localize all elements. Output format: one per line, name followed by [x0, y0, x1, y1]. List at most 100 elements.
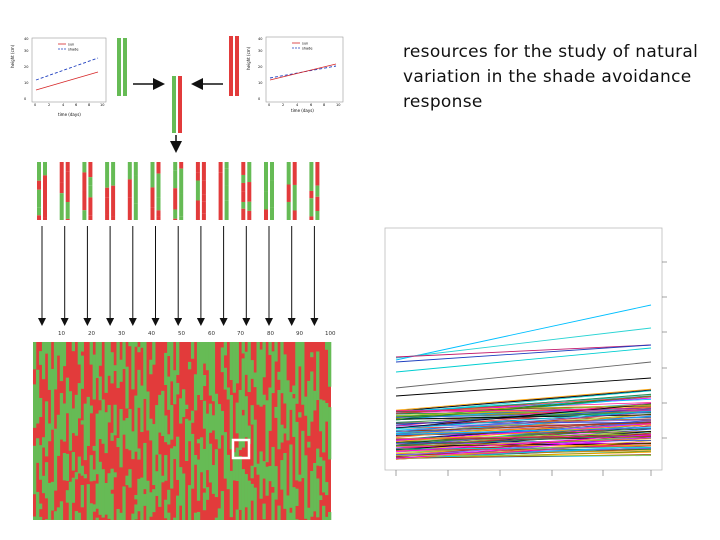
grid-cell	[140, 342, 144, 348]
grid-cell	[295, 342, 299, 404]
right-xtick: 0	[268, 103, 270, 107]
ril-segment	[173, 170, 178, 189]
grid-cell	[86, 484, 90, 520]
grid-cell	[56, 414, 61, 456]
grid-cell	[164, 499, 168, 519]
grid-cell	[262, 394, 266, 405]
grid-cell	[301, 342, 305, 405]
grid-cell	[286, 380, 290, 441]
grid-cell	[244, 474, 248, 508]
ril-arrows	[38, 226, 319, 326]
ril-segment	[292, 210, 297, 220]
grid-cell	[241, 358, 245, 410]
ril-segment	[65, 162, 70, 172]
grid-cell	[122, 420, 126, 435]
grid-cell	[205, 487, 210, 500]
series-line	[395, 344, 652, 363]
ril-segment	[127, 209, 132, 220]
grid-cell	[98, 376, 102, 401]
grid-cell	[38, 397, 43, 418]
grid-cell	[164, 352, 168, 386]
grid-cell	[283, 354, 287, 404]
ril-segment	[111, 216, 116, 220]
ril-segment	[156, 173, 161, 198]
grid-cell	[220, 347, 225, 373]
grid-cell	[289, 444, 293, 508]
grid-cell	[56, 507, 61, 520]
ril-segment	[37, 215, 41, 220]
genotype-grid-columns	[33, 342, 332, 520]
grid-cell	[95, 413, 99, 475]
ril-tick: 30	[118, 331, 125, 337]
ril-segment	[247, 182, 252, 202]
grid-cell	[119, 359, 123, 382]
series-line	[395, 344, 652, 358]
grid-cell	[283, 428, 287, 434]
ril-segment	[133, 175, 138, 204]
series-line	[395, 409, 652, 412]
grid-cell	[116, 342, 120, 389]
grid-cell	[316, 448, 320, 466]
grid-cell	[223, 342, 227, 356]
ril-segment	[37, 207, 41, 216]
grid-cell	[89, 342, 93, 365]
grid-cell	[80, 355, 84, 389]
grid-cell	[310, 470, 314, 517]
grid-cell	[307, 441, 311, 448]
grid-cell	[193, 455, 198, 465]
grid-cell	[104, 342, 108, 393]
grid-cell	[298, 412, 302, 418]
grid-cell	[295, 519, 299, 520]
grid-cell	[328, 512, 332, 520]
ril-segment	[241, 201, 246, 209]
ril-segment	[88, 197, 93, 216]
grid-cell	[301, 430, 305, 479]
grid-cell	[322, 400, 326, 453]
grid-cell	[44, 462, 49, 499]
left-legend-shade: shade	[68, 48, 79, 52]
grid-cell	[80, 485, 84, 508]
ril-segment	[105, 187, 110, 198]
grid-cell	[137, 478, 141, 512]
grid-cell	[47, 482, 52, 520]
grid-cell	[98, 461, 102, 515]
ril-segment	[43, 162, 47, 176]
grid-cell	[256, 463, 260, 475]
series-line	[395, 428, 652, 444]
series-line	[395, 424, 652, 442]
grid-cell	[38, 516, 43, 520]
grid-cell	[229, 342, 233, 380]
ril-segment	[88, 162, 93, 178]
grid-cell	[158, 454, 162, 507]
grid-cell	[238, 455, 242, 510]
grid-cell	[262, 503, 266, 520]
grid-cell	[190, 410, 195, 423]
grid-cell	[223, 367, 227, 390]
grid-cell	[187, 485, 192, 520]
grid-cell	[59, 501, 64, 520]
left-xtick: 4	[62, 103, 65, 107]
grid-cell	[35, 491, 40, 520]
grid-cell	[131, 431, 135, 460]
ril-segment	[127, 197, 132, 210]
grid-cell	[277, 389, 281, 450]
grid-cell	[193, 512, 198, 520]
grid-cell	[250, 405, 254, 425]
grid-cell	[116, 508, 120, 520]
ril-segment	[111, 185, 116, 217]
grid-cell	[74, 394, 78, 436]
ril-segment	[292, 184, 297, 211]
grid-cell	[104, 483, 108, 515]
grid-cell	[223, 432, 227, 479]
grid-cell	[107, 404, 111, 423]
ril-segment	[150, 207, 155, 220]
series-line	[395, 445, 652, 460]
ril-segment	[218, 194, 223, 211]
grid-cell	[182, 473, 186, 520]
grid-cell	[280, 424, 284, 443]
ril-segment	[247, 162, 252, 183]
grid-cell	[122, 486, 126, 520]
grid-cell	[211, 415, 216, 431]
grid-cell	[167, 489, 171, 505]
ril-segment	[179, 193, 184, 217]
